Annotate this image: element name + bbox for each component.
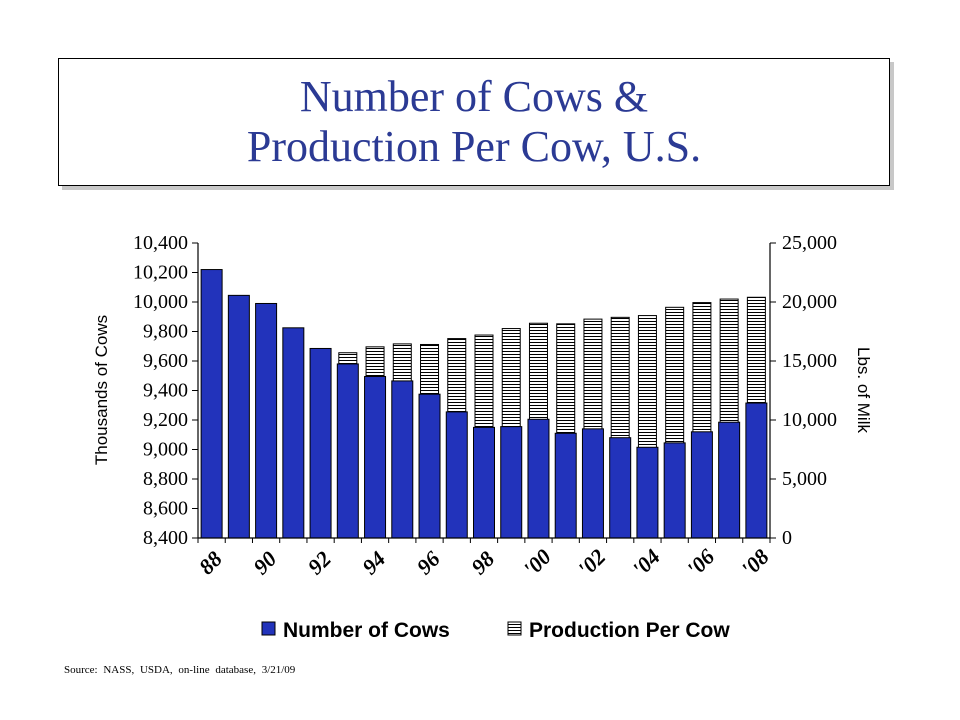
cows-bar-15 — [609, 437, 632, 539]
left-tick-label: 8,400 — [143, 527, 188, 549]
cows-series — [200, 269, 768, 539]
title-line-1: Number of Cows & — [299, 72, 649, 121]
cows-bar-7 — [391, 380, 414, 539]
title-box: Number of Cows & Production Per Cow, U.S… — [58, 58, 890, 186]
right-axis-label: Lbs. of Milk — [854, 347, 873, 433]
left-tick-label: 10,000 — [133, 291, 188, 313]
right-tick-label: 10,000 — [782, 409, 837, 431]
left-tick-label: 10,400 — [133, 232, 188, 254]
cows-bar-12 — [527, 418, 550, 539]
x-tick-label: 92 — [303, 546, 336, 579]
legend-swatch-cows — [261, 621, 276, 636]
right-tick-label: 15,000 — [782, 350, 837, 372]
cows-bar-10 — [473, 426, 495, 539]
x-tick-label: 96 — [412, 546, 445, 579]
cows-bar-6 — [364, 375, 387, 539]
right-tick-label: 0 — [782, 527, 792, 549]
x-tick-label: '04 — [627, 544, 665, 582]
x-tick-label: '06 — [682, 544, 720, 582]
legend-label-cows: Number of Cows — [283, 619, 450, 642]
source-note: Source: NASS, USDA, on-line database, 3/… — [64, 664, 296, 676]
cows-bar-8 — [418, 393, 441, 539]
left-axis-ticks: 10,400 10,200 10,000 9,800 9,600 9,400 9,200 9,… — [133, 232, 198, 549]
cows-bar-13 — [554, 432, 577, 539]
left-axis-label: Thousands of Cows — [92, 315, 111, 465]
cows-bar-4 — [309, 347, 332, 539]
legend-label-production: Production Per Cow — [529, 619, 730, 642]
left-tick-label: 9,600 — [143, 350, 188, 372]
x-tick-label: '02 — [573, 544, 611, 582]
x-tick-label: 90 — [248, 546, 281, 579]
left-tick-label: 9,200 — [143, 409, 188, 431]
right-tick-label: 25,000 — [782, 232, 837, 254]
cows-bar-11 — [500, 426, 523, 539]
title-line-2: Production Per Cow, U.S. — [246, 122, 702, 171]
x-tick-label: 88 — [194, 546, 227, 579]
x-tick-label: '00 — [518, 544, 556, 582]
cows-bar-3 — [282, 327, 305, 539]
right-axis-ticks: 25,000 20,000 15,000 10,000 5,000 0 — [770, 232, 837, 549]
cows-bar-20 — [745, 402, 768, 539]
cows-bar-5 — [336, 363, 359, 539]
cows-bar-18 — [690, 431, 713, 539]
legend: Number of Cows Production Per Cow — [261, 619, 730, 642]
right-tick-label: 20,000 — [782, 291, 837, 313]
left-tick-label: 9,400 — [143, 380, 188, 402]
left-tick-label: 8,600 — [143, 498, 188, 520]
cows-bar-14 — [581, 428, 604, 539]
left-tick-label: 9,800 — [143, 321, 188, 343]
cows-bar-0 — [200, 269, 223, 539]
cows-bar-17 — [663, 442, 686, 539]
left-tick-label: 9,000 — [143, 439, 188, 461]
x-tick-label: '08 — [736, 544, 774, 582]
x-tick-label: 94 — [357, 546, 390, 579]
left-tick-label: 8,800 — [143, 468, 188, 490]
cows-bar-9 — [445, 411, 468, 539]
right-tick-label: 5,000 — [782, 468, 827, 490]
cows-bar-2 — [255, 302, 278, 539]
cows-bar-19 — [718, 421, 741, 539]
left-tick-label: 10,200 — [133, 262, 188, 284]
cows-bar-16 — [636, 446, 659, 539]
cows-bar-1 — [227, 294, 250, 539]
x-axis-ticks: 88 90 92 94 96 98 '00 '02 '04 '06 '08 — [194, 544, 774, 582]
x-tick-label: 98 — [466, 546, 499, 579]
legend-swatch-production — [507, 621, 522, 636]
